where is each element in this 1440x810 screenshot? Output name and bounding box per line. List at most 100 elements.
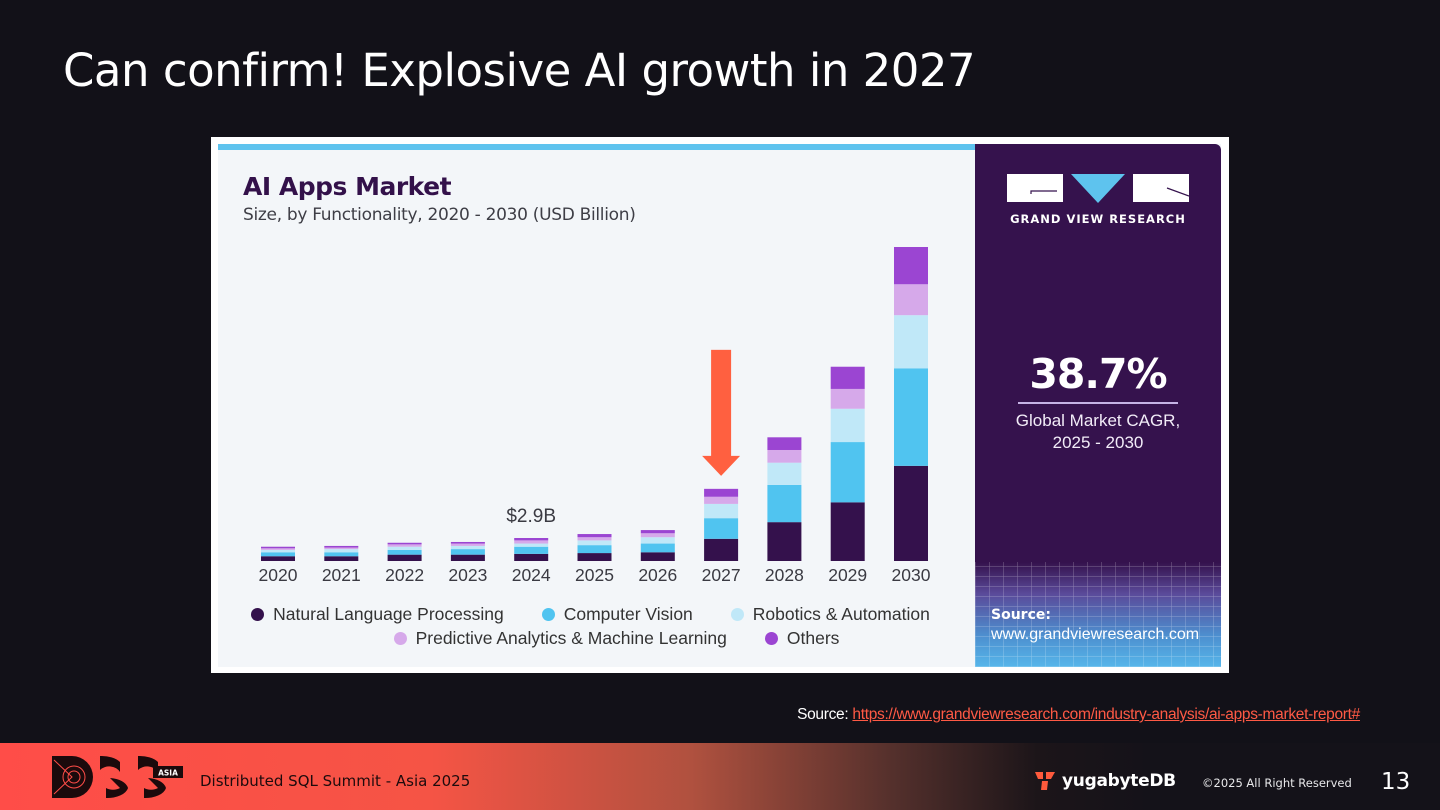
bar-segment [261, 549, 295, 553]
bar-segment [577, 540, 612, 546]
bar-segment [830, 442, 865, 503]
x-tick-label: 2022 [385, 565, 424, 585]
bar-segment [514, 553, 549, 561]
legend-item-robotics: Robotics & Automation [730, 603, 930, 625]
event-name: Distributed SQL Summit - Asia 2025 [200, 772, 471, 790]
legend-swatch [251, 607, 265, 621]
yugabyte-logo-icon [1035, 772, 1055, 790]
dss-event-logo-icon: ASIA [52, 755, 183, 799]
bar-segment [261, 552, 295, 557]
gvr-side-panel: GRAND VIEW RESEARCH 38.7% Global Market … [975, 144, 1221, 667]
bar-segment [704, 538, 739, 561]
bar-segment [640, 543, 675, 553]
legend-item-others: Others [764, 627, 840, 649]
dss-logo-badge: ASIA [158, 769, 178, 778]
bar-stack-2020 [261, 546, 295, 561]
cagr-label-line: Global Market CAGR, [1015, 411, 1181, 430]
bar-segment [261, 546, 295, 549]
bar-segment [324, 552, 359, 557]
bar-segment [704, 503, 739, 519]
bar-segment [261, 548, 295, 550]
x-tick-label: 2021 [322, 565, 361, 585]
bar-segment [577, 537, 612, 541]
bar-segment [324, 556, 359, 561]
legend-item-nlp: Natural Language Processing [251, 604, 504, 625]
grand-view-research-logo-icon [1007, 174, 1189, 203]
divider [1018, 402, 1178, 404]
bar-segment [767, 462, 802, 485]
decorative-grid [975, 562, 1221, 667]
legend-label: Others [786, 627, 840, 648]
legend-item-predictive-analytics: Predictive Analytics & Machine Learning [393, 627, 727, 649]
bar-stack-2023 [450, 541, 485, 561]
bar-stack-2028 [767, 437, 802, 561]
top-accent-stripe [218, 144, 975, 150]
bar-segment [640, 533, 675, 538]
bar-segment [387, 554, 422, 561]
x-tick-label: 2029 [828, 565, 867, 585]
bar-segment [450, 549, 485, 555]
bar-segment [830, 502, 865, 561]
bar-segment [514, 546, 549, 554]
legend-swatch [764, 631, 778, 645]
bar-segment [830, 408, 865, 443]
legend-swatch [541, 607, 555, 621]
bar-segment [450, 541, 485, 544]
x-tick-label: 2028 [765, 565, 804, 585]
yugabyte-logo: yugabyteDB [1035, 771, 1176, 791]
bar-segment [894, 315, 928, 369]
bar-segment [704, 496, 739, 504]
data-label: $2.9B [506, 506, 556, 527]
bar-segment [704, 518, 739, 539]
chart-title: AI Apps Market [243, 172, 452, 201]
bar-stack-2027 [704, 488, 739, 561]
bar-segment [324, 547, 359, 550]
x-tick-label: 2023 [448, 565, 487, 585]
x-tick-label: 2026 [638, 565, 677, 585]
bar-segment [894, 284, 928, 316]
bar-segment [894, 368, 928, 466]
highlight-arrow-icon [702, 349, 741, 476]
bar-segment [577, 545, 612, 554]
slide-title: Can confirm! Explosive AI growth in 2027 [63, 44, 976, 97]
bar-stack-2021 [324, 545, 359, 561]
bar-stack-2025 [577, 534, 612, 561]
bar-segment [450, 543, 485, 546]
bar-segment [387, 546, 422, 550]
page-number: 13 [1381, 769, 1411, 795]
bar-segment [640, 552, 675, 561]
panel-source-url: www.grandviewresearch.com [991, 626, 1200, 643]
company-name: yugabyteDB [1062, 771, 1176, 791]
legend-label: Predictive Analytics & Machine Learning [415, 627, 727, 648]
bar-segment [894, 247, 928, 285]
bar-segment [514, 540, 549, 544]
legend-label: Computer Vision [563, 603, 693, 624]
cagr-label-line: 2025 - 2030 [1052, 433, 1144, 452]
x-tick-label: 2025 [575, 565, 614, 585]
bar-segment [577, 534, 612, 538]
bar-segment [640, 537, 675, 544]
bar-segment [261, 556, 295, 561]
legend-swatch [393, 631, 407, 645]
copyright-text: ©2025 All Right Reserved [1202, 776, 1352, 790]
bar-segment [767, 437, 802, 450]
legend-label: Robotics & Automation [752, 603, 930, 624]
chart-legend: Natural Language Processing Computer Vis… [218, 602, 975, 650]
bar-segment [830, 388, 865, 409]
bar-stack-2026 [640, 530, 675, 561]
x-tick-label: 2024 [512, 565, 551, 585]
bar-stack-2024 [514, 538, 549, 561]
panel-source-label: Source: [991, 607, 1051, 623]
cagr-label: Global Market CAGR, 2025 - 2030 [975, 410, 1221, 454]
bar-segment [450, 545, 485, 550]
source-link[interactable]: https://www.grandviewresearch.com/indust… [852, 706, 1360, 723]
footer-bar: ASIA Distributed SQL Summit - Asia 2025 … [0, 743, 1440, 810]
bar-segment [640, 530, 675, 534]
bar-segment [894, 465, 928, 561]
stacked-bar-chart: 2020 2021 2022 2023 2024 2025 2026 2027 2028 2029… [259, 247, 931, 585]
cagr-value: 38.7% [1029, 350, 1167, 398]
bar-segment [450, 554, 485, 561]
bar-segment [514, 538, 549, 541]
bar-stack-2030 [894, 247, 928, 561]
bar-segment [767, 484, 802, 523]
